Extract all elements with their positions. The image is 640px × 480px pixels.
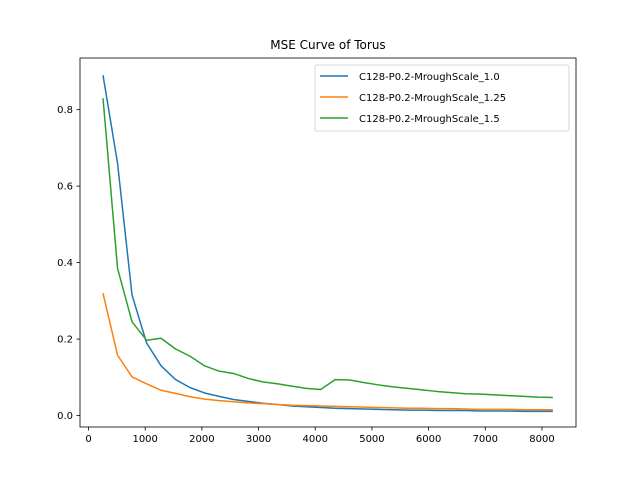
y-tick-label: 0.0 <box>57 411 73 422</box>
x-tick-label: 7000 <box>473 434 498 445</box>
legend-box <box>314 64 570 132</box>
series-line-2 <box>102 292 553 411</box>
x-tick-label: 3000 <box>246 434 271 445</box>
x-tick-label: 4000 <box>303 434 328 445</box>
x-tick-label: 1000 <box>132 434 157 445</box>
x-tick-label: 0 <box>85 434 91 445</box>
series-layer <box>102 75 553 413</box>
y-tick-label: 0.2 <box>57 335 73 346</box>
y-tick-label: 0.8 <box>57 105 73 116</box>
y-tick-label: 0.6 <box>57 182 73 193</box>
x-tick-label: 5000 <box>359 434 384 445</box>
legend-label-3: C128-P0.2-MroughScale_1.5 <box>359 114 500 125</box>
series-line-3 <box>102 98 553 399</box>
legend-label-1: C128-P0.2-MroughScale_1.0 <box>359 72 500 83</box>
axes-layer: 0 1000 2000 3000 4000 5000 6000 7000 8000 0.0 0.2 0… <box>57 57 577 445</box>
legend-label-2: C128-P0.2-MroughScale_1.25 <box>359 93 506 104</box>
x-tick-label: 6000 <box>416 434 441 445</box>
series-line-1 <box>102 75 553 413</box>
x-tick-label: 2000 <box>189 434 214 445</box>
axes-frame <box>79 57 577 428</box>
chart-title: MSE Curve of Torus <box>270 38 385 52</box>
x-tick-label: 8000 <box>529 434 554 445</box>
y-tick-label: 0.4 <box>57 258 73 269</box>
legend: C128-P0.2-MroughScale_1.0 C128-P0.2-Mroug… <box>314 64 570 132</box>
